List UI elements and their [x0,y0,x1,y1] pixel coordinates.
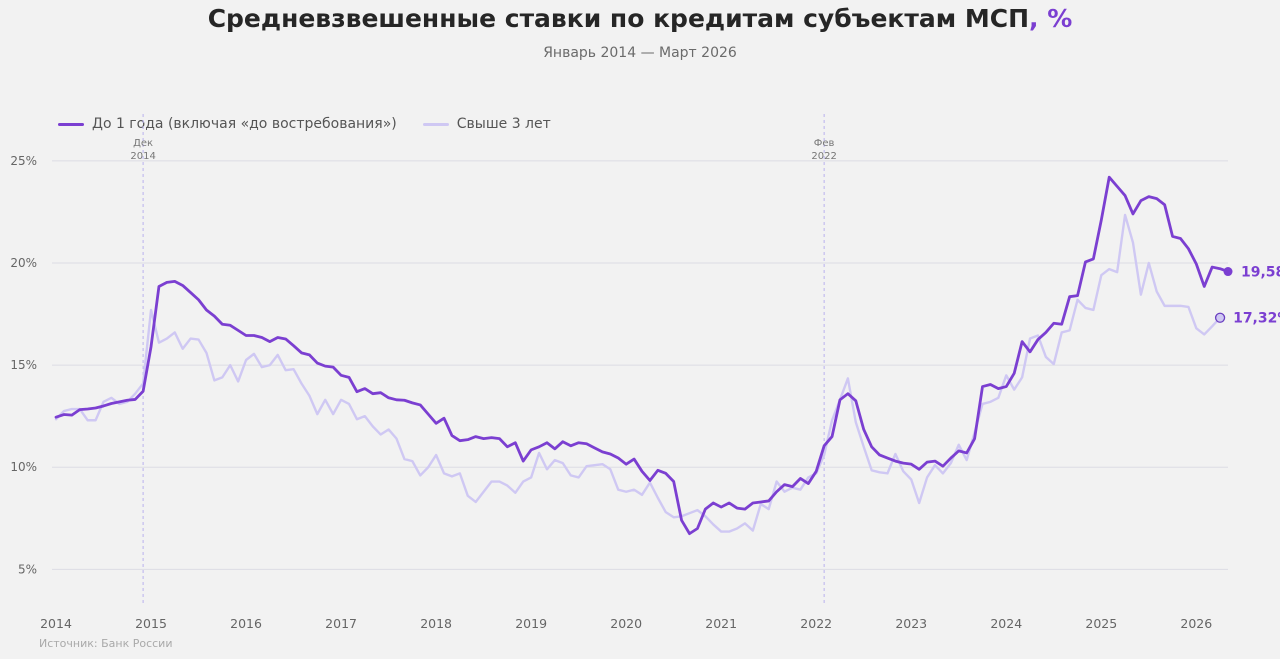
x-tick-label: 2021 [705,616,737,631]
x-tick-label: 2024 [990,616,1022,631]
series-line-long-term [54,213,1222,533]
chart-title: Средневзвешенные ставки по кредитам субъ… [0,4,1280,33]
end-label-short-term: 19,58% [1241,265,1280,281]
y-tick-label: 10% [10,460,37,474]
event-marker-year: 2014 [130,151,155,162]
x-tick-label: 2019 [515,616,547,631]
y-tick-label: 20% [10,256,37,270]
x-tick-label: 2026 [1180,616,1212,631]
x-tick-label: 2017 [325,616,357,631]
axis-layer: 5% 10% 15% 20% 25% 2014 2015 2016 2017 2018 2019 20… [10,154,1212,631]
y-tick-label: 5% [18,562,37,576]
x-tick-label: 2023 [895,616,927,631]
series-layer [54,175,1230,536]
event-marker-label: Фев [814,138,835,149]
annotation-layer: Дек 2014 Фев 2022 [130,114,837,606]
legend-swatch-long-term [422,122,449,126]
chart-title-accent: , % [1029,4,1073,33]
event-marker-year: 2022 [811,151,836,162]
end-point-long-term [1214,312,1226,323]
grid-layer [52,160,1228,570]
chart-title-main: Средневзвешенные ставки по кредитам субъ… [207,4,1030,33]
legend-item-long-term: Свыше 3 лет [422,116,551,132]
legend-item-short-term: До 1 года (включая «до востребования») [58,116,397,132]
end-point-short-term [1223,267,1233,277]
x-tick-label: 2016 [230,616,262,631]
chart-legend: До 1 года (включая «до востребования») С… [58,114,577,134]
series-line-short-term [54,175,1230,536]
y-tick-label: 25% [10,154,37,168]
end-label-long-term: 17,32% [1233,311,1280,327]
event-marker-label: Дек [133,138,153,149]
label-layer: 19,58% 17,32% [1214,265,1280,327]
x-tick-label: 2022 [800,616,832,631]
source-note: Источник: Банк России [39,637,173,650]
x-tick-label: 2014 [40,616,72,631]
x-tick-label: 2018 [420,616,452,631]
legend-label-short-term: До 1 года (включая «до востребования») [92,116,397,132]
x-tick-label: 2020 [610,616,642,631]
x-tick-label: 2025 [1085,616,1117,631]
chart-subtitle: Январь 2014 — Март 2026 [543,45,737,61]
legend-label-long-term: Свыше 3 лет [456,116,551,132]
y-tick-label: 15% [10,358,37,372]
x-tick-label: 2015 [135,616,167,631]
legend-swatch-short-term [58,122,84,126]
